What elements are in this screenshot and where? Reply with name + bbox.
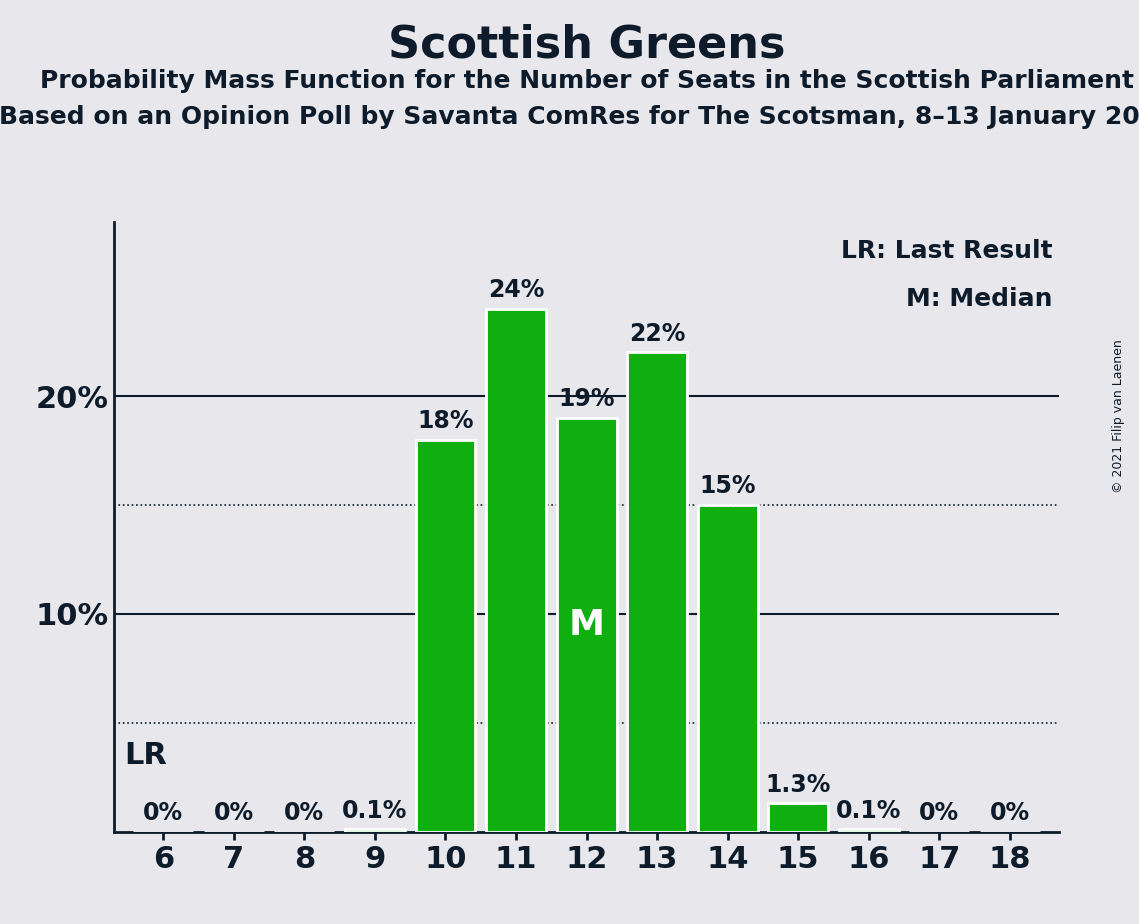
Text: Scottish Greens: Scottish Greens — [388, 23, 785, 67]
Bar — [628, 352, 687, 832]
Text: 0.1%: 0.1% — [836, 799, 901, 823]
Text: Probability Mass Function for the Number of Seats in the Scottish Parliament: Probability Mass Function for the Number… — [40, 69, 1133, 93]
Text: LR: Last Result: LR: Last Result — [841, 239, 1052, 263]
Text: 0%: 0% — [285, 801, 325, 825]
Text: Based on an Opinion Poll by Savanta ComRes for The Scotsman, 8–13 January 2021: Based on an Opinion Poll by Savanta ComR… — [0, 105, 1139, 129]
Text: 0%: 0% — [214, 801, 254, 825]
Bar — [838, 830, 899, 832]
Bar — [698, 505, 757, 832]
Text: 24%: 24% — [487, 278, 544, 302]
Text: 15%: 15% — [699, 474, 756, 498]
Text: 22%: 22% — [629, 322, 686, 346]
Text: M: Median: M: Median — [906, 287, 1052, 311]
Bar — [557, 418, 616, 832]
Text: 0%: 0% — [144, 801, 183, 825]
Text: 0.1%: 0.1% — [342, 799, 408, 823]
Text: 19%: 19% — [558, 387, 615, 411]
Bar — [345, 830, 405, 832]
Bar — [486, 309, 546, 832]
Bar — [416, 440, 475, 832]
Text: 1.3%: 1.3% — [765, 772, 831, 796]
Text: © 2021 Filip van Laenen: © 2021 Filip van Laenen — [1112, 339, 1125, 492]
Text: 0%: 0% — [919, 801, 959, 825]
Text: 18%: 18% — [417, 409, 474, 433]
Text: M: M — [568, 608, 605, 641]
Bar — [768, 803, 828, 832]
Text: LR: LR — [124, 741, 167, 770]
Text: 0%: 0% — [990, 801, 1030, 825]
